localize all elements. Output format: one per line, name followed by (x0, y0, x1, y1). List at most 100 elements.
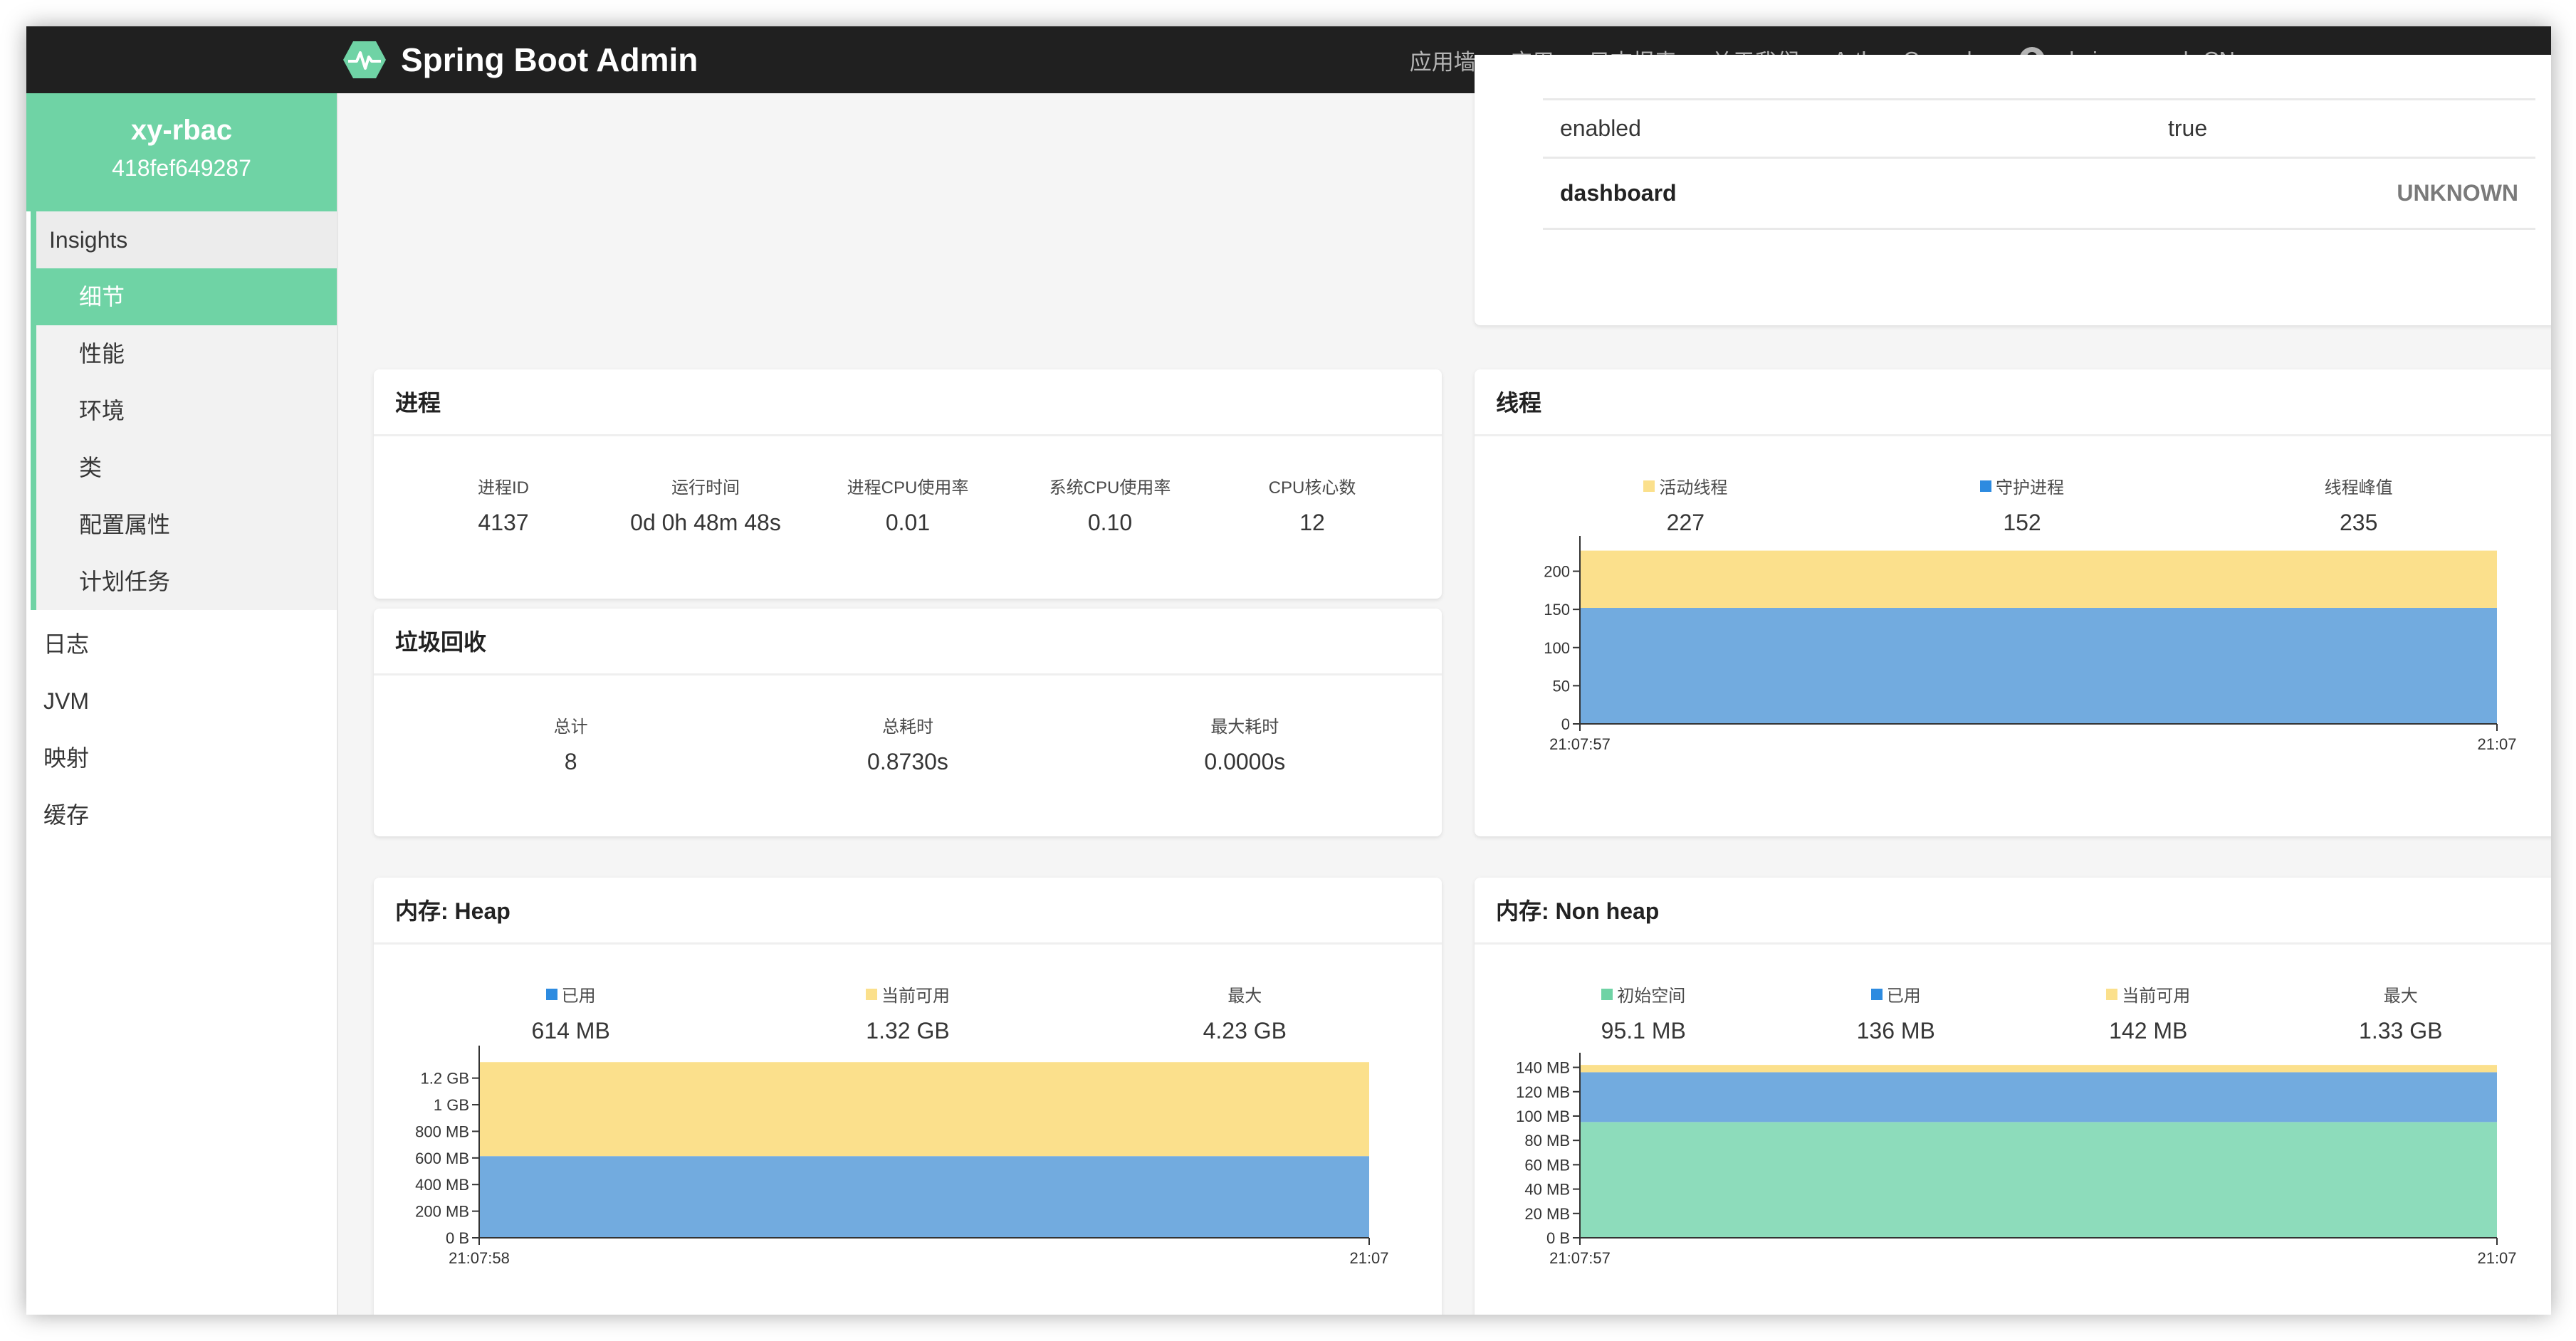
brand[interactable]: Spring Boot Admin (342, 26, 698, 93)
threads-stats: 活动线程 227 守护进程 152 线程峰值 235 (1475, 473, 2551, 536)
stat-daemon-threads: 守护进程 152 (1854, 473, 2191, 536)
area-nonheap-series-0 (1580, 1122, 2497, 1238)
nonheap-card: 内存: Non heap 初始空间 95.1 MB 已用 136 MB 当前可用 14… (1475, 878, 2551, 1315)
legend-swatch (1601, 988, 1613, 1000)
sidebar: xy-rbac 418fef649287 Insights 细节 性能 环境 类… (26, 93, 338, 1315)
stat-gc-total-time: 总耗时 0.8730s (739, 712, 1076, 775)
x-tick-label: 21:07 (2477, 735, 2516, 753)
threads-title: 线程 (1475, 369, 2551, 436)
nonheap-title: 内存: Non heap (1475, 878, 2551, 945)
heap-stats: 已用 614 MB 当前可用 1.32 GB 最大 4.23 GB (374, 982, 1442, 1044)
y-tick-label: 0 B (1546, 1229, 1570, 1247)
heap-card: 内存: Heap 已用 614 MB 当前可用 1.32 GB 最大 4.23 GB … (374, 878, 1442, 1315)
health-row-enabled: enabled true (1543, 100, 2535, 159)
sidebar-item-beans[interactable]: 类 (79, 455, 103, 480)
stat-value: 1.33 GB (2359, 1018, 2443, 1043)
y-tick-label: 600 MB (415, 1150, 469, 1167)
sidebar-item-metrics[interactable]: 性能 (79, 341, 125, 367)
health-key: dashboard (1560, 180, 1677, 206)
y-tick-label: 40 MB (1524, 1181, 1570, 1199)
stat-value: 227 (1666, 510, 1705, 535)
area-threads-series-0 (1580, 608, 2497, 724)
area-heap-series-1 (479, 1062, 1369, 1157)
stat-cpu-cores: CPU核心数 12 (1211, 473, 1413, 536)
sidebar-item-caches[interactable]: 缓存 (43, 802, 90, 828)
y-tick-label: 400 MB (415, 1176, 469, 1194)
sidebar-item-environment[interactable]: 环境 (79, 398, 125, 424)
y-tick-label: 50 (1553, 677, 1570, 695)
y-tick-label: 200 MB (415, 1203, 469, 1221)
stat-value: 152 (2003, 510, 2041, 535)
nonheap-stats: 初始空间 95.1 MB 已用 136 MB 当前可用 142 MB 最大 1.33 G… (1475, 982, 2551, 1044)
gc-stats: 总计 8 总耗时 0.8730s 最大耗时 0.0000s (374, 712, 1442, 775)
stat-nonheap-used: 已用 136 MB (1770, 982, 2023, 1044)
legend-swatch (1870, 988, 1883, 1000)
y-tick-label: 100 MB (1516, 1108, 1570, 1125)
y-tick-label: 80 MB (1524, 1132, 1570, 1150)
brand-title: Spring Boot Admin (401, 41, 698, 78)
stat-system-cpu: 系统CPU使用率 0.10 (1009, 473, 1211, 536)
stat-heap-used: 已用 614 MB (402, 982, 739, 1044)
health-status: UNKNOWN (2397, 180, 2518, 206)
legend-swatch (865, 988, 877, 1000)
x-tick-label: 21:07:57 (1549, 735, 1611, 753)
heap-chart: 0 B 200 MB 400 MB 600 MB 800 MB 1 GB 1.2 GB 21:… (415, 1046, 1389, 1267)
stat-label: 最大 (2383, 987, 2418, 1006)
app-id: 418fef649287 (112, 155, 251, 181)
y-tick-label: 0 B (446, 1229, 469, 1247)
stat-label: 最大 (1227, 987, 1262, 1006)
stat-label: 已用 (1886, 987, 1921, 1006)
sidebar-item-scheduled-tasks[interactable]: 计划任务 (79, 569, 171, 594)
threads-chart: 0 50 100 150 200 21:07:57 21:07 (1544, 536, 2517, 753)
legend-swatch (545, 988, 557, 1000)
stat-label: 最大耗时 (1210, 717, 1279, 737)
y-tick-label: 1 GB (434, 1096, 469, 1114)
legend-swatch (2106, 988, 2118, 1000)
app-name: xy-rbac (130, 115, 233, 146)
health-row-partial (1543, 55, 2535, 100)
stat-label: CPU核心数 (1268, 478, 1356, 498)
stat-label: 系统CPU使用率 (1049, 478, 1171, 498)
stat-value: 614 MB (531, 1018, 610, 1043)
sidebar-item-configprops[interactable]: 配置属性 (79, 512, 171, 537)
area-nonheap-series-2 (1580, 1065, 2497, 1073)
stat-label: 初始空间 (1617, 987, 1686, 1006)
stat-value: 136 MB (1856, 1018, 1935, 1043)
health-key: enabled (1560, 115, 1641, 141)
area-threads-series-1 (1580, 550, 2497, 609)
stat-label: 运行时间 (671, 478, 740, 498)
y-tick-label: 100 (1544, 639, 1570, 657)
stat-label: 总耗时 (881, 717, 933, 737)
sidebar-item-jvm[interactable]: JVM (43, 688, 89, 714)
stat-label: 已用 (561, 987, 596, 1006)
sidebar-item-insights[interactable]: Insights (36, 211, 337, 268)
stat-value: 0.8730s (867, 749, 948, 774)
y-tick-label: 150 (1544, 601, 1570, 619)
area-nonheap-series-1 (1580, 1072, 2497, 1122)
browser-window: Spring Boot Admin 应用墙 应用 日志报表 关于我们 Artha… (26, 26, 2551, 1315)
y-tick-label: 0 (1561, 715, 1570, 733)
stat-pid: 进程ID 4137 (402, 473, 604, 536)
stat-uptime: 运行时间 0d 0h 48m 48s (604, 473, 807, 536)
stat-process-cpu: 进程CPU使用率 0.01 (807, 473, 1009, 536)
nonheap-chart: 0 B 20 MB 40 MB 60 MB 80 MB 100 MB 120 MB 140 M… (1516, 1053, 2517, 1267)
stat-value: 4137 (478, 510, 529, 535)
sidebar-item-mappings[interactable]: 映射 (43, 745, 90, 771)
sidebar-item-details[interactable]: 细节 (36, 268, 337, 325)
stat-value: 8 (564, 749, 577, 774)
process-title: 进程 (374, 369, 1442, 436)
y-tick-label: 120 MB (1516, 1083, 1570, 1101)
health-value: true (2168, 115, 2208, 141)
stat-label: 守护进程 (1996, 478, 2064, 498)
stat-label: 进程ID (478, 478, 529, 498)
stat-value: 235 (2339, 510, 2378, 535)
y-tick-label: 20 MB (1524, 1205, 1570, 1223)
stat-label: 总计 (553, 717, 588, 737)
nav-item-wallboard[interactable]: 应用墙 (1409, 49, 1476, 75)
x-tick-label: 21:07 (2477, 1249, 2516, 1267)
stat-nonheap-init: 初始空间 95.1 MB (1517, 982, 1770, 1044)
stat-nonheap-committed: 当前可用 142 MB (2022, 982, 2275, 1044)
sidebar-item-logging[interactable]: 日志 (43, 631, 90, 657)
stat-nonheap-max: 最大 1.33 GB (2275, 982, 2528, 1044)
stat-label: 进程CPU使用率 (847, 478, 969, 498)
